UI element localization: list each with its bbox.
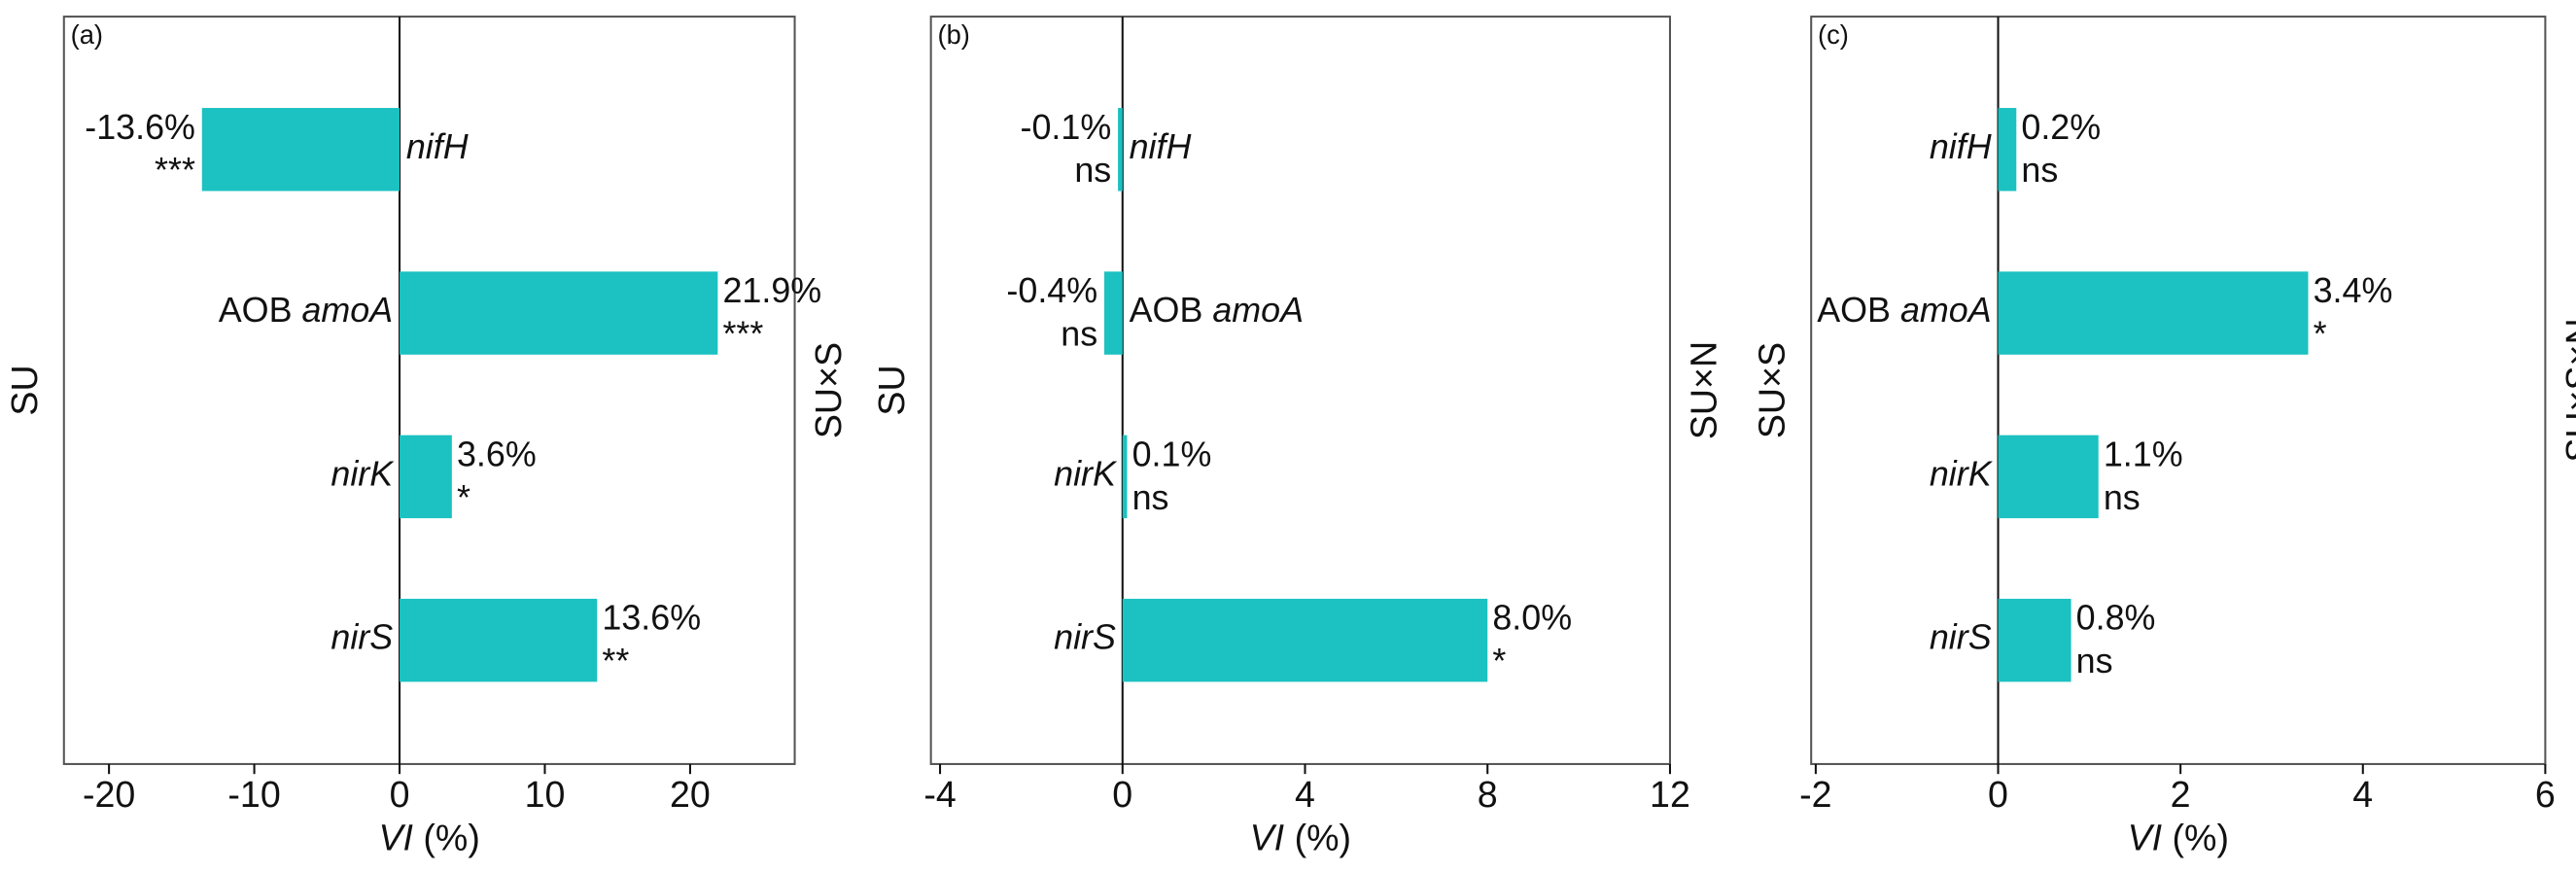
panel: (c) -2 0 2 4 6 VI (%) SU×S SU×S×N nifH 0.2% ns AOB a… (1752, 16, 2576, 857)
significance-label: * (457, 478, 470, 517)
x-tick-label: -20 (83, 774, 135, 815)
x-tick-label: 6 (2535, 774, 2556, 815)
value-label: 0.8% (2076, 599, 2156, 638)
bar (1122, 435, 1128, 519)
y2-axis-label: SU×S×N (2559, 318, 2576, 462)
x-tick-label: 2 (2171, 774, 2191, 815)
value-label: 0.2% (2021, 108, 2101, 147)
bar (1118, 108, 1123, 192)
y-axis-label: SU×S (1752, 342, 1793, 438)
category-label: nifH (406, 127, 469, 166)
bar (1104, 271, 1123, 355)
x-tick-label: 4 (2352, 774, 2373, 815)
x-tick-label: 4 (1295, 774, 1315, 815)
bar (400, 435, 452, 519)
significance-label: ** (602, 642, 629, 680)
y-axis-label: SU (4, 365, 45, 415)
category-label: nirS (1054, 618, 1116, 657)
bar (1122, 598, 1488, 682)
category-label: nifH (1130, 127, 1192, 166)
bar (1998, 435, 2099, 519)
category-label: AOB amoA (1130, 292, 1304, 331)
significance-label: ns (1061, 314, 1097, 353)
value-label: 13.6% (602, 599, 701, 638)
x-tick-label: 0 (1988, 774, 2008, 815)
significance-label: *** (722, 314, 763, 353)
x-tick-label: 20 (670, 774, 711, 815)
category-label: AOB amoA (1817, 292, 1991, 331)
value-label: 0.1% (1132, 435, 1212, 473)
x-axis-label: VI (%) (1250, 817, 1351, 857)
panel: (b) -4 0 4 8 12 VI (%) SU SU×N nifH -0.1% ns AOB amo… (871, 16, 1723, 857)
category-label: AOB amoA (219, 292, 393, 331)
plot-frame (929, 16, 1671, 765)
value-label: 3.4% (2314, 271, 2393, 310)
value-label: -13.6% (85, 108, 195, 147)
x-tick-label: -10 (227, 774, 280, 815)
category-label: nirS (331, 618, 393, 657)
x-axis-label: VI (%) (378, 817, 479, 857)
category-label: nirK (1930, 455, 1994, 494)
bar (1998, 271, 2309, 355)
significance-label: * (2314, 314, 2327, 353)
bar (400, 598, 598, 682)
value-label: 21.9% (722, 271, 821, 310)
panel-label: (b) (937, 19, 969, 50)
value-label: 1.1% (2104, 435, 2183, 473)
value-label: -0.1% (1021, 108, 1112, 147)
x-tick-label: 8 (1478, 774, 1498, 815)
significance-label: ns (1132, 478, 1169, 517)
bar (1998, 598, 2071, 682)
value-label: -0.4% (1006, 271, 1097, 310)
x-tick-label: -4 (923, 774, 956, 815)
category-label: nifH (1930, 127, 1992, 166)
value-label: 3.6% (457, 435, 537, 473)
x-tick-label: 12 (1650, 774, 1690, 815)
plot-frame (1810, 16, 2547, 765)
significance-label: ns (2021, 151, 2058, 190)
bar (1998, 108, 2017, 192)
significance-label: ns (2104, 478, 2141, 517)
category-label: nirK (331, 455, 395, 494)
x-axis-label: VI (%) (2128, 817, 2229, 857)
panel-label: (a) (71, 19, 103, 50)
y2-axis-label: SU×N (1683, 341, 1723, 439)
significance-label: * (1492, 642, 1506, 680)
bar (400, 271, 718, 355)
significance-label: ns (2076, 642, 2113, 680)
panel-label: (c) (1818, 19, 1849, 50)
bar (201, 108, 400, 192)
category-label: nirK (1054, 455, 1118, 494)
plot-frame (62, 16, 796, 765)
category-label: nirS (1930, 618, 1992, 657)
significance-label: *** (155, 151, 195, 190)
y2-axis-label: SU×S (808, 342, 849, 438)
y-axis-label: SU (871, 365, 912, 415)
value-label: 8.0% (1492, 599, 1572, 638)
x-tick-label: 0 (1112, 774, 1132, 815)
x-tick-label: 10 (525, 774, 566, 815)
x-tick-label: -2 (1799, 774, 1831, 815)
significance-label: ns (1074, 151, 1111, 190)
x-tick-label: 0 (390, 774, 410, 815)
